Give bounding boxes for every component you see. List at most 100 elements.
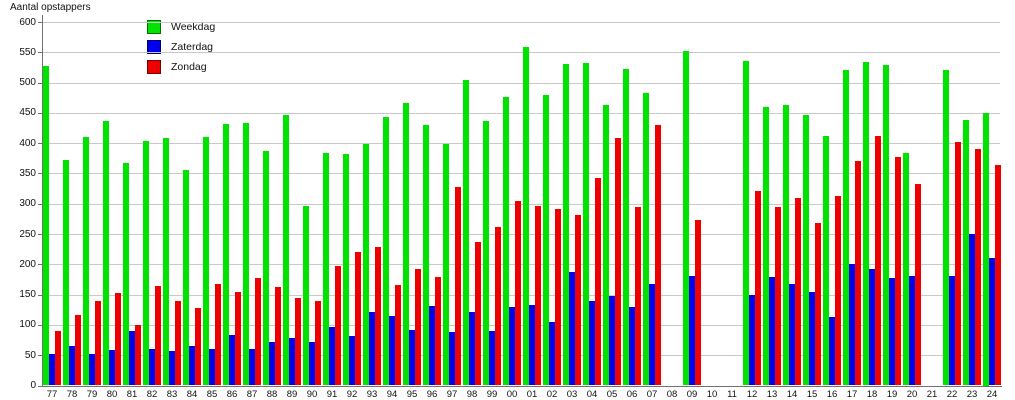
x-axis-label-99: 99 [486, 389, 498, 400]
bar-zaterdag-87 [249, 349, 255, 386]
x-axis-label-93: 93 [366, 389, 378, 400]
bar-zondag-04 [595, 178, 601, 386]
legend-label-weekdag: Weekdag [171, 20, 216, 33]
bar-zondag-87 [255, 277, 261, 386]
bar-zondag-02 [555, 208, 561, 386]
bar-weekdag-88 [263, 151, 269, 386]
bar-weekdag-94 [383, 117, 389, 386]
x-axis-label-94: 94 [386, 389, 398, 400]
bar-zondag-14 [795, 197, 801, 386]
bar-zondag-98 [475, 241, 481, 386]
bar-zaterdag-17 [849, 264, 855, 386]
bar-weekdag-22 [943, 69, 949, 386]
x-axis-label-03: 03 [566, 389, 578, 400]
x-axis-label-22: 22 [946, 389, 958, 400]
bar-zondag-91 [335, 265, 341, 386]
gridline-550 [43, 52, 1000, 54]
bar-zaterdag-83 [169, 350, 175, 386]
bar-zaterdag-81 [129, 330, 135, 386]
legend-label-zaterdag: Zaterdag [171, 40, 214, 53]
legend: Weekdag Zaterdag Zondag [147, 19, 216, 80]
y-axis-tick-label: 200 [19, 258, 36, 270]
bar-zondag-18 [875, 135, 881, 386]
bar-zondag-13 [775, 207, 781, 386]
bar-zondag-78 [75, 315, 81, 386]
y-axis-tick-label: 400 [19, 137, 36, 149]
x-axis-label-91: 91 [326, 389, 338, 400]
bar-zaterdag-13 [769, 277, 775, 386]
gridline-200 [43, 264, 1000, 266]
bar-zondag-12 [755, 191, 761, 386]
y-axis-tick [38, 385, 43, 387]
bar-zondag-90 [315, 301, 321, 386]
legend-swatch-zondag [147, 59, 161, 74]
x-axis-label-15: 15 [806, 389, 818, 400]
bar-zondag-84 [195, 307, 201, 386]
bar-weekdag-05 [603, 104, 609, 386]
bar-zaterdag-89 [289, 338, 295, 386]
bar-zaterdag-84 [189, 346, 195, 386]
bar-zaterdag-18 [869, 268, 875, 386]
bar-weekdag-23 [963, 120, 969, 386]
bar-zondag-93 [375, 246, 381, 386]
y-axis-tick [38, 112, 43, 114]
bar-weekdag-19 [883, 65, 889, 386]
y-axis-tick [38, 203, 43, 205]
x-axis-label-82: 82 [146, 389, 158, 400]
gridline-450 [43, 112, 1000, 114]
bar-zaterdag-06 [629, 306, 635, 386]
x-axis-label-86: 86 [226, 389, 238, 400]
bar-zondag-97 [455, 187, 461, 386]
bar-weekdag-93 [363, 143, 369, 386]
chart-title: Aantal opstappers [10, 2, 91, 13]
bar-zaterdag-05 [609, 296, 615, 386]
bar-weekdag-13 [763, 107, 769, 386]
bar-zaterdag-20 [909, 275, 915, 386]
x-axis-label-19: 19 [886, 389, 898, 400]
bar-zondag-83 [175, 300, 181, 386]
bar-weekdag-86 [223, 123, 229, 386]
bar-zondag-79 [95, 301, 101, 386]
x-axis-label-77: 77 [46, 389, 58, 400]
x-axis-label-98: 98 [466, 389, 478, 400]
bar-zaterdag-95 [409, 329, 415, 386]
bar-zondag-94 [395, 284, 401, 386]
bar-zondag-06 [635, 206, 641, 386]
bar-zaterdag-86 [229, 334, 235, 386]
y-axis-tick-label: 450 [19, 107, 36, 119]
bar-weekdag-90 [303, 206, 309, 386]
x-axis-label-04: 04 [586, 389, 598, 400]
y-axis-tick [38, 173, 43, 175]
bar-zondag-81 [135, 324, 141, 386]
legend-swatch-weekdag [147, 19, 161, 34]
bar-zondag-17 [855, 160, 861, 386]
bar-weekdag-99 [483, 121, 489, 386]
x-axis-label-14: 14 [786, 389, 798, 400]
bar-zaterdag-78 [69, 346, 75, 386]
bar-zaterdag-00 [509, 306, 515, 386]
bar-weekdag-82 [143, 140, 149, 386]
bar-weekdag-97 [443, 143, 449, 386]
bar-weekdag-07 [643, 92, 649, 386]
bar-zondag-89 [295, 297, 301, 386]
bar-weekdag-87 [243, 122, 249, 386]
bar-zaterdag-23 [969, 234, 975, 386]
bar-weekdag-84 [183, 169, 189, 386]
bar-zaterdag-77 [49, 353, 55, 386]
y-axis-tick-label: 550 [19, 46, 36, 58]
x-axis-label-05: 05 [606, 389, 618, 400]
bar-zaterdag-14 [789, 283, 795, 386]
bar-weekdag-78 [63, 159, 69, 386]
bar-zondag-77 [55, 330, 61, 386]
x-axis-label-83: 83 [166, 389, 178, 400]
bar-zaterdag-01 [529, 304, 535, 386]
bar-weekdag-16 [823, 135, 829, 386]
y-axis-tick [38, 264, 43, 266]
x-axis-label-12: 12 [746, 389, 758, 400]
x-axis-label-96: 96 [426, 389, 438, 400]
x-axis-label-18: 18 [866, 389, 878, 400]
y-axis-tick-label: 50 [24, 349, 36, 361]
bar-weekdag-03 [563, 64, 569, 386]
gridline-250 [43, 234, 1000, 236]
